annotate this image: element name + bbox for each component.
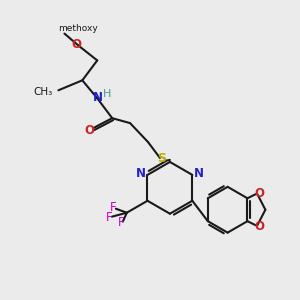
Text: CH₃: CH₃ — [33, 87, 52, 97]
Text: N: N — [93, 91, 103, 104]
Text: O: O — [71, 38, 81, 51]
Text: H: H — [103, 89, 111, 99]
Text: methoxy: methoxy — [58, 24, 98, 33]
Text: O: O — [254, 220, 264, 232]
Text: N: N — [136, 167, 146, 180]
Text: N: N — [194, 167, 204, 180]
Text: F: F — [118, 216, 124, 229]
Text: O: O — [84, 124, 94, 136]
Text: F: F — [106, 211, 112, 224]
Text: O: O — [254, 187, 264, 200]
Text: F: F — [110, 201, 116, 214]
Text: S: S — [158, 152, 166, 166]
